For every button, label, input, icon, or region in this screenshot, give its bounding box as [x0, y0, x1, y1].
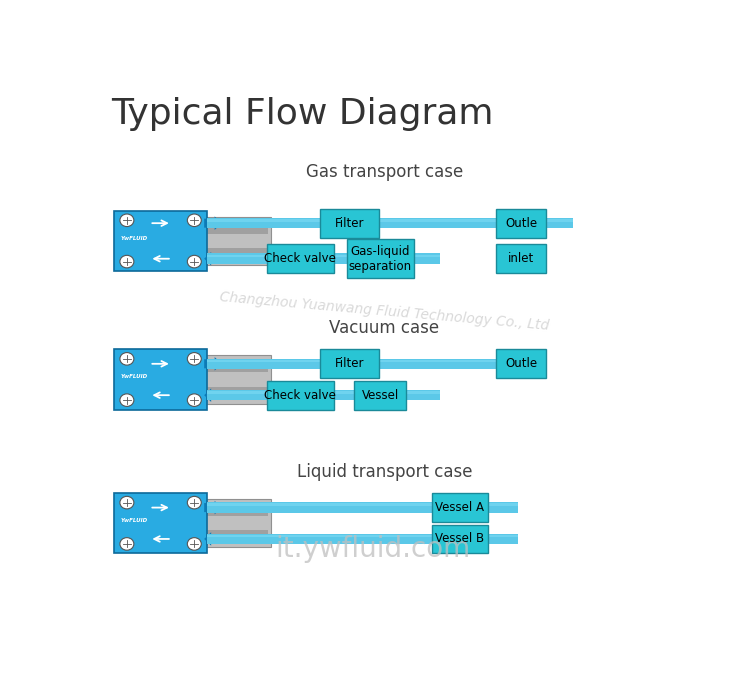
- Bar: [207, 359, 518, 369]
- Circle shape: [188, 538, 201, 550]
- Circle shape: [120, 538, 134, 550]
- Bar: [207, 390, 440, 401]
- Bar: [207, 360, 518, 362]
- FancyArrow shape: [204, 388, 222, 402]
- Bar: [320, 350, 379, 378]
- Text: YwFLUID: YwFLUID: [121, 236, 148, 241]
- Bar: [267, 244, 334, 273]
- Bar: [207, 534, 518, 544]
- Text: Filter: Filter: [334, 357, 364, 370]
- Bar: [207, 218, 573, 228]
- Text: inlet: inlet: [508, 252, 534, 265]
- Bar: [198, 387, 268, 394]
- Bar: [267, 381, 334, 409]
- Text: Check valve: Check valve: [264, 388, 336, 402]
- Bar: [207, 502, 518, 513]
- Circle shape: [120, 352, 134, 365]
- Bar: [496, 208, 546, 238]
- Bar: [432, 493, 488, 522]
- Bar: [198, 509, 268, 516]
- Bar: [198, 227, 268, 234]
- Bar: [196, 355, 271, 403]
- Bar: [196, 499, 271, 547]
- Text: Vessel B: Vessel B: [435, 532, 484, 545]
- Bar: [207, 219, 573, 221]
- Text: it.ywfluid.com: it.ywfluid.com: [275, 536, 470, 564]
- Bar: [207, 253, 440, 264]
- Bar: [496, 244, 546, 273]
- Bar: [198, 530, 268, 538]
- FancyArrow shape: [204, 532, 222, 546]
- FancyArrow shape: [204, 501, 222, 515]
- Bar: [432, 525, 488, 553]
- Bar: [207, 391, 440, 394]
- Circle shape: [188, 255, 201, 268]
- Text: Changzhou Yuanwang Fluid Technology Co., Ltd: Changzhou Yuanwang Fluid Technology Co.,…: [219, 290, 550, 333]
- Text: Typical Flow Diagram: Typical Flow Diagram: [111, 97, 494, 131]
- Text: YwFLUID: YwFLUID: [121, 518, 148, 523]
- Circle shape: [188, 496, 201, 509]
- Text: Outle: Outle: [505, 357, 537, 370]
- Bar: [198, 365, 268, 372]
- Bar: [320, 208, 379, 238]
- Text: Vessel: Vessel: [362, 388, 399, 402]
- FancyBboxPatch shape: [114, 350, 207, 409]
- Bar: [207, 535, 518, 537]
- Bar: [496, 350, 546, 378]
- Bar: [354, 381, 407, 409]
- Text: YwFLUID: YwFLUID: [121, 374, 148, 380]
- Text: Vessel A: Vessel A: [436, 501, 484, 514]
- Circle shape: [188, 352, 201, 365]
- Bar: [207, 255, 440, 257]
- Bar: [198, 248, 268, 255]
- FancyBboxPatch shape: [114, 211, 207, 271]
- Text: Check valve: Check valve: [264, 252, 336, 265]
- FancyArrow shape: [204, 252, 222, 265]
- Bar: [347, 239, 414, 278]
- FancyArrow shape: [204, 357, 222, 371]
- Bar: [207, 503, 518, 506]
- Circle shape: [188, 214, 201, 227]
- Bar: [196, 217, 271, 265]
- Circle shape: [120, 394, 134, 407]
- FancyArrow shape: [204, 217, 222, 230]
- Text: Gas-liquid
separation: Gas-liquid separation: [349, 244, 412, 273]
- FancyBboxPatch shape: [114, 493, 207, 553]
- Text: Vacuum case: Vacuum case: [329, 319, 440, 337]
- Circle shape: [188, 394, 201, 407]
- Circle shape: [120, 214, 134, 227]
- Text: Liquid transport case: Liquid transport case: [296, 463, 472, 481]
- Text: Gas transport case: Gas transport case: [306, 162, 463, 181]
- Circle shape: [120, 496, 134, 509]
- Text: Outle: Outle: [505, 217, 537, 230]
- Text: Filter: Filter: [334, 217, 364, 230]
- Circle shape: [120, 255, 134, 268]
